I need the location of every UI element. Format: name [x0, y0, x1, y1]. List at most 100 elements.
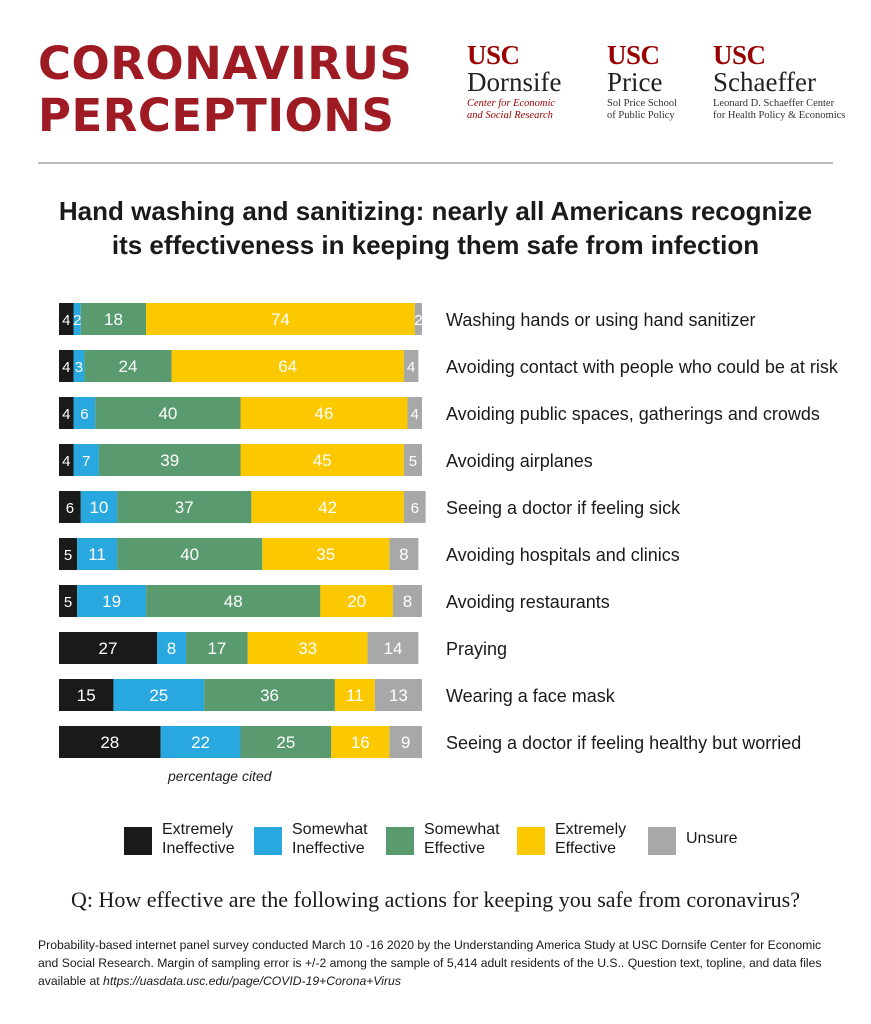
bar-segment: [403, 444, 422, 476]
bar-segment: [113, 679, 205, 711]
bar-segment: [95, 397, 241, 429]
bar-segment: [117, 491, 252, 523]
logo-sub-line: for Health Policy & Economics: [713, 110, 846, 121]
legend-label: Somewhat Effective: [424, 821, 500, 857]
bar-segment: [146, 585, 321, 617]
bar-segment: [77, 585, 147, 617]
data-label: 6: [66, 500, 74, 517]
data-label: 17: [207, 639, 226, 658]
bar-segment: [59, 397, 74, 429]
bar-segment: [171, 350, 404, 382]
bar-segment: [59, 303, 74, 335]
bar-segment: [407, 397, 422, 429]
category-label: Washing hands or using hand sanitizer: [446, 310, 756, 330]
bar-segment: [403, 350, 419, 382]
bar-segment: [403, 491, 426, 523]
logo-sub-line: and Social Research: [467, 110, 553, 121]
logo-org: USC: [713, 40, 766, 70]
data-label: 11: [88, 545, 106, 564]
data-label: 40: [180, 545, 199, 564]
logo-sub-line: Center for Economic: [467, 98, 556, 109]
bar-segment: [84, 350, 172, 382]
data-label: 5: [64, 594, 72, 611]
bar-segment: [73, 350, 85, 382]
data-label: 46: [315, 404, 334, 423]
bar-segment: [240, 726, 332, 758]
chart-title-line-2: its effectiveness in keeping them safe f…: [111, 230, 760, 260]
data-label: 39: [160, 451, 179, 470]
data-label: 33: [298, 639, 317, 658]
logo-sub-line: Sol Price School: [607, 98, 677, 109]
bar-segment: [59, 350, 74, 382]
logo-subtitle: Center for Economic and Social Research: [467, 98, 561, 122]
logo-sub-line: Leonard D. Schaeffer Center: [713, 98, 835, 109]
footnote-text: Probability-based internet panel survey …: [38, 938, 822, 988]
bar-segment: [73, 303, 81, 335]
legend-label: Unsure: [686, 830, 738, 847]
bar-segment: [73, 444, 99, 476]
bar-segment: [251, 491, 404, 523]
bar-segment: [389, 726, 422, 758]
data-label: 4: [62, 359, 70, 376]
data-label: 4: [62, 453, 70, 470]
category-label: Seeing a doctor if feeling sick: [446, 498, 681, 518]
data-label: 36: [260, 686, 279, 705]
data-label: 4: [62, 406, 70, 423]
data-label: 3: [75, 359, 83, 376]
survey-question: Q: How effective are the following actio…: [70, 887, 800, 912]
data-label: 35: [316, 545, 335, 564]
bar-segment: [80, 491, 118, 523]
data-label: 6: [411, 500, 419, 517]
logo-org: USC: [607, 40, 660, 70]
logo-subtitle: Sol Price School of Public Policy: [607, 98, 677, 122]
bar-segment: [186, 632, 248, 664]
bar-segment: [392, 585, 422, 617]
data-label: 6: [80, 406, 88, 423]
data-label: 37: [175, 498, 194, 517]
stacked-bar-chart: 4 2 18 74 2 Washing hands or using hand sanit…: [59, 303, 839, 758]
data-label: 14: [383, 639, 402, 658]
data-label: 4: [407, 359, 415, 376]
data-label: 5: [64, 547, 72, 564]
logo-usc-dornsife: USC Dornsife Center for Economic and Soc…: [467, 42, 561, 122]
bar-segment: [331, 726, 390, 758]
data-label: 10: [89, 498, 108, 517]
chart-legend: Extremely Ineffective Somewhat Ineffective…: [124, 818, 744, 862]
data-label: 42: [318, 498, 337, 517]
data-label: 4: [62, 312, 70, 329]
logo-sub-line: of Public Policy: [607, 110, 675, 121]
legend-swatch: [648, 827, 676, 855]
data-label: 11: [346, 686, 364, 705]
bar-segment: [414, 303, 422, 335]
data-label: 64: [278, 357, 297, 376]
chart-title-line-1: Hand washing and sanitizing: nearly all …: [58, 196, 813, 226]
data-label: 45: [313, 451, 332, 470]
bar-segment: [334, 679, 375, 711]
bar-segment: [157, 632, 187, 664]
data-link[interactable]: https://uasdata.usc.edu/page/COVID-19+Co…: [103, 974, 401, 988]
bar-segment: [160, 726, 241, 758]
category-label: Avoiding airplanes: [446, 451, 593, 471]
bar-segment: [240, 444, 404, 476]
data-label: 25: [149, 686, 168, 705]
bar-segment: [59, 538, 78, 570]
legend-swatch: [124, 827, 152, 855]
data-label: 2: [414, 312, 422, 329]
category-label: Avoiding hospitals and clinics: [446, 545, 680, 565]
category-label: Wearing a face mask: [446, 686, 616, 706]
bar-segment: [59, 632, 158, 664]
bar-segment: [240, 397, 408, 429]
data-label: 5: [409, 453, 417, 470]
data-label: 20: [347, 592, 366, 611]
bar-segment: [367, 632, 419, 664]
bar-segment: [59, 491, 81, 523]
category-label: Avoiding contact with people who could b…: [446, 357, 839, 377]
bar-segment: [59, 585, 78, 617]
header-divider: [38, 162, 833, 164]
chart-title: Hand washing and sanitizing: nearly all …: [30, 194, 841, 262]
bar-segment: [262, 538, 390, 570]
bar-segment: [374, 679, 422, 711]
logo-usc-price: USC Price Sol Price School of Public Pol…: [607, 42, 677, 122]
logo-name: Price: [607, 67, 663, 97]
category-label: Praying: [446, 639, 507, 659]
